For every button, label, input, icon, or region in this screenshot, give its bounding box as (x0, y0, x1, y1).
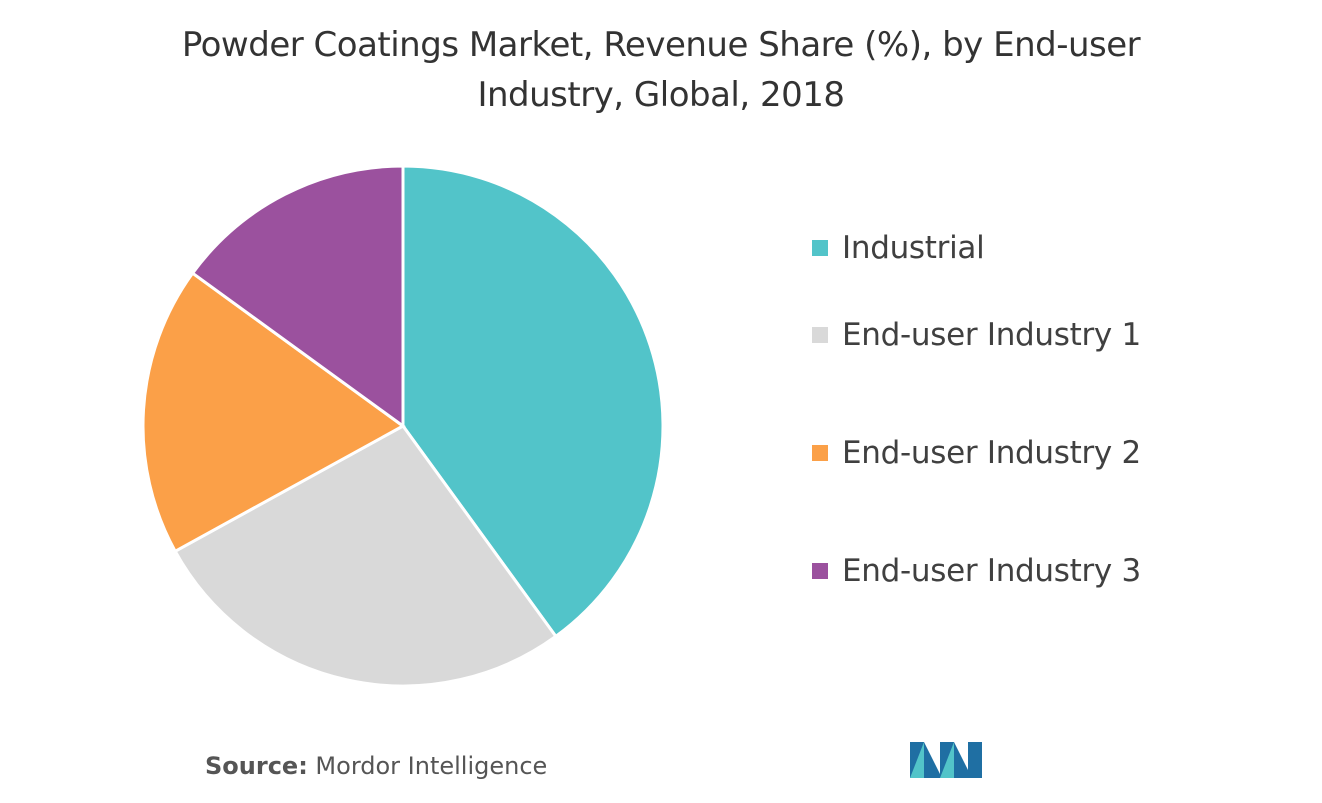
source-label: Source: (205, 752, 308, 780)
legend-swatch (812, 445, 828, 461)
legend-swatch (812, 563, 828, 579)
pie-slice-3 (141, 271, 406, 554)
legend-item-4: End-user Industry 3 (812, 512, 1292, 630)
legend-swatch (812, 327, 828, 343)
legend-swatch (812, 240, 828, 256)
legend-item-3: End-user Industry 2 (812, 394, 1292, 512)
legend-label: End-user Industry 1 (842, 317, 1141, 353)
mordor-intelligence-logo-icon (910, 742, 982, 778)
chart-title-line-2: Industry, Global, 2018 (477, 75, 845, 115)
pie-slice-1 (401, 164, 665, 639)
legend-label: End-user Industry 2 (842, 435, 1141, 471)
legend-label: Industrial (842, 230, 985, 266)
logo-shape-2 (910, 742, 924, 778)
logo-shape-4 (940, 742, 954, 778)
legend-label: End-user Industry 3 (842, 553, 1141, 589)
legend: Industrial End-user Industry 1 End-user In… (812, 220, 1292, 630)
logo-shape-5 (968, 742, 982, 778)
pie-slice-2 (173, 424, 558, 688)
source-name: Mordor Intelligence (307, 752, 548, 780)
legend-item-2: End-user Industry 1 (812, 276, 1292, 394)
chart-title: Powder Coatings Market, Revenue Share (%… (0, 20, 1322, 120)
pie-slice-4 (190, 164, 405, 429)
legend-item-1: Industrial (812, 220, 1292, 276)
source-note: Source: Mordor Intelligence (205, 752, 547, 780)
chart-title-line-1: Powder Coatings Market, Revenue Share (%… (181, 25, 1141, 65)
